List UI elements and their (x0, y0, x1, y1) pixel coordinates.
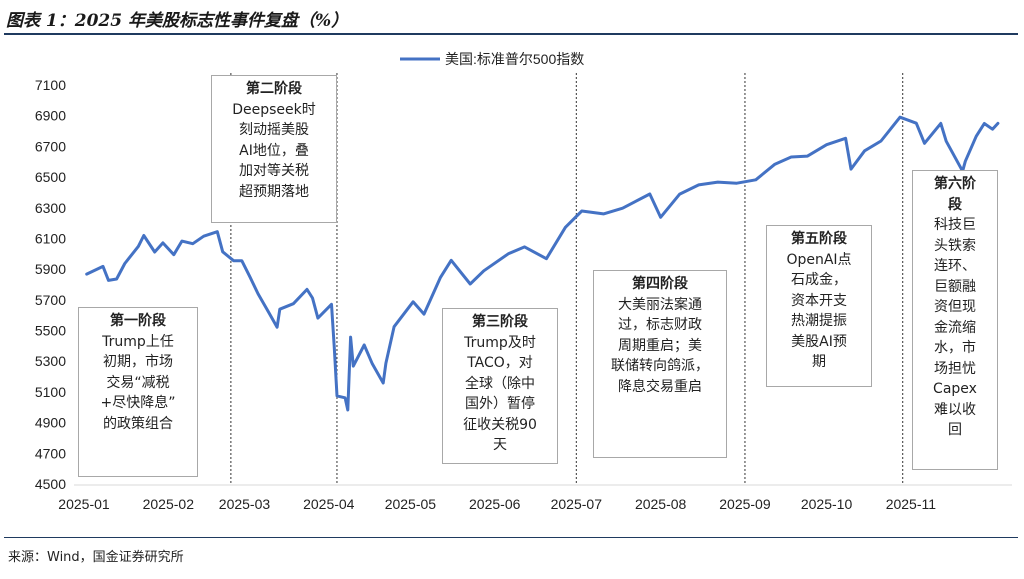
x-axis: 2025-01 2025-02 2025-03 2025-04 2025-05 2025-… (58, 484, 1012, 512)
x-tick-label: 2025-11 (886, 496, 937, 512)
x-tick-label: 2025-08 (635, 496, 687, 512)
y-tick-label: 4900 (35, 415, 66, 431)
phase-heading: 第二阶段 (246, 81, 302, 97)
x-tick-label: 2025-10 (801, 496, 853, 512)
phase-annotation-box: 第六阶 段科技巨 头铁索 连环、 巨额融 资但现 金流缩 水，市 场担忧 Cap… (912, 170, 998, 470)
x-tick-label: 2025-02 (143, 496, 195, 512)
line-chart: 4500 4700 4900 5100 5300 5500 5700 5900 6100 6300… (35, 51, 1012, 512)
x-tick-label: 2025-03 (219, 496, 271, 512)
phase-description: OpenAI点 石成金， 资本开支 热潮提振 美股AI预 期 (786, 251, 852, 371)
phase-annotation-box: 第二阶段 Deepseek时 刻动摇美股 AI地位，叠 加对等关税 超预期落地 (211, 75, 337, 223)
footer-divider (4, 537, 1018, 538)
phase-description: Deepseek时 刻动摇美股 AI地位，叠 加对等关税 超预期落地 (232, 101, 316, 200)
phase-annotation-box: 第四阶段大美丽法案通 过，标志财政 周期重启；美 联储转向鸽派， 降息交易重启 (593, 270, 727, 458)
title-divider (4, 33, 1018, 35)
x-tick-label: 2025-05 (385, 496, 437, 512)
phase-heading: 第四阶段 (632, 276, 688, 292)
y-tick-label: 5700 (35, 292, 66, 308)
phase-description: 大美丽法案通 过，标志财政 周期重启；美 联储转向鸽派， 降息交易重启 (611, 296, 709, 395)
y-tick-label: 6700 (35, 138, 66, 154)
y-tick-label: 4500 (35, 476, 66, 492)
legend-label: 美国:标准普尔500指数 (445, 51, 584, 67)
phase-annotation-box: 第五阶段 OpenAI点 石成金， 资本开支 热潮提振 美股AI预 期 (766, 225, 872, 387)
y-tick-label: 6500 (35, 169, 66, 185)
x-tick-label: 2025-01 (58, 496, 110, 512)
phase-annotation-box: 第一阶段 Trump上任 初期，市场 交易“减税 +尽快降息” 的政策组合 (78, 307, 198, 477)
y-tick-label: 6300 (35, 200, 66, 216)
phase-description: Trump上任 初期，市场 交易“减税 +尽快降息” 的政策组合 (100, 333, 176, 432)
y-tick-label: 5500 (35, 323, 66, 339)
phase-heading: 第三阶段 (472, 314, 528, 330)
phase-heading: 第一阶段 (110, 313, 166, 329)
legend: 美国:标准普尔500指数 (400, 51, 584, 67)
phase-description: 科技巨 头铁索 连环、 巨额融 资但现 金流缩 水，市 场担忧 Capex 难以… (933, 217, 977, 438)
phase-heading: 第六阶 段 (934, 176, 976, 213)
source-note: 来源：Wind，国金证券研究所 (8, 550, 184, 565)
phase-heading: 第五阶段 (791, 231, 847, 247)
x-tick-label: 2025-06 (469, 496, 521, 512)
series-line-sp500 (85, 115, 1000, 412)
y-tick-label: 7100 (35, 77, 66, 93)
phase-annotation-box: 第三阶段 Trump及时 TACO，对 全球（除中 国外）暂停 征收关税90 天 (442, 308, 558, 464)
y-tick-label: 5900 (35, 261, 66, 277)
y-tick-label: 6900 (35, 108, 66, 124)
phase-description: Trump及时 TACO，对 全球（除中 国外）暂停 征收关税90 天 (463, 334, 537, 454)
y-tick-label: 4700 (35, 445, 66, 461)
x-tick-label: 2025-04 (303, 496, 355, 512)
y-axis: 4500 4700 4900 5100 5300 5500 5700 5900 6100 6300… (35, 77, 66, 492)
x-tick-label: 2025-09 (719, 496, 771, 512)
y-tick-label: 5100 (35, 384, 66, 400)
y-tick-label: 5300 (35, 353, 66, 369)
y-tick-label: 6100 (35, 230, 66, 246)
x-tick-label: 2025-07 (551, 496, 603, 512)
chart-title: 图表 1：2025 年美股标志性事件复盘（%） (6, 11, 349, 31)
